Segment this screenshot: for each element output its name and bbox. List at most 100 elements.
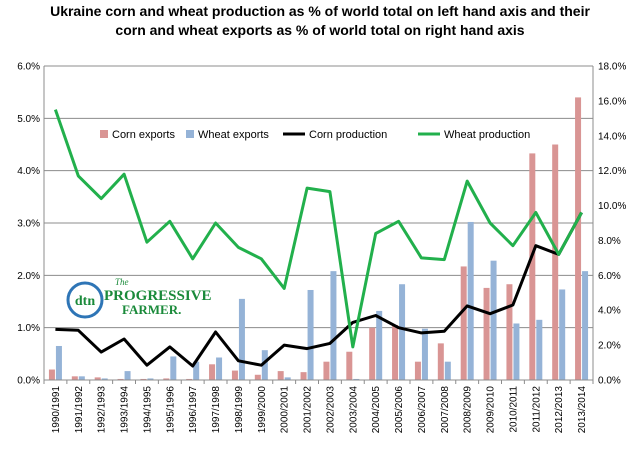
logo-line-3: FARMER. [122, 302, 181, 317]
chart-title-line-2: corn and wheat exports as % of world tot… [115, 22, 525, 38]
corn-exports-bar [437, 343, 444, 380]
y-right-tick-label: 2.0% [598, 341, 621, 352]
x-tick-label: 1998/1999 [234, 386, 245, 434]
y-right-tick-label: 4.0% [598, 306, 621, 317]
wheat-exports-bar [170, 356, 177, 380]
legend: Corn exports Wheat exports Corn production… [100, 129, 530, 141]
x-tick-label: 1995/1996 [165, 386, 176, 434]
corn-exports-bar [369, 327, 376, 380]
wheat-exports-bar [467, 221, 474, 380]
y-left-tick-label: 0.0% [17, 376, 40, 387]
y-left-tick-label: 3.0% [17, 219, 40, 230]
y-right-tick-label: 12.0% [598, 166, 626, 177]
corn-exports-bar [277, 371, 284, 380]
y-left-tick-label: 1.0% [17, 323, 40, 334]
logo-brand-text: dtn [75, 294, 95, 309]
wheat-exports-bar [55, 345, 62, 380]
x-tick-label: 2004/2005 [371, 386, 382, 434]
legend-swatch-wheat-exports [186, 130, 194, 138]
wheat-exports-bar [216, 357, 223, 380]
wheat-exports-bar [353, 378, 360, 380]
x-tick-label: 1996/1997 [188, 386, 199, 434]
y-left-tick-label: 4.0% [17, 166, 40, 177]
wheat-exports-bar [330, 271, 337, 380]
corn-exports-bar [529, 153, 536, 380]
wheat-exports-bar [513, 323, 520, 380]
chart-title-line-1: Ukraine corn and wheat production as % o… [50, 3, 590, 19]
wheat-exports-bar [284, 377, 291, 380]
y-left-tick-label: 6.0% [17, 62, 40, 73]
wheat-exports-bar [376, 310, 383, 380]
legend-swatch-corn-exports [100, 130, 108, 138]
wheat-exports-bar [307, 289, 314, 380]
corn-exports-bar [552, 144, 559, 380]
wheat-exports-bar [124, 371, 131, 380]
x-tick-label: 2013/2014 [577, 386, 588, 434]
y-left-tick-label: 5.0% [17, 114, 40, 125]
x-tick-label: 2010/2011 [508, 386, 519, 433]
x-tick-label: 1993/1994 [120, 386, 131, 434]
logo-line-1: The [115, 277, 129, 287]
wheat-exports-bar [238, 298, 245, 380]
corn-exports-bar [186, 378, 193, 380]
x-tick-label: 2005/2006 [394, 386, 405, 434]
wheat-exports-bar [399, 284, 406, 380]
x-tick-label: 2012/2013 [554, 386, 565, 434]
corn-exports-bar [94, 377, 101, 380]
wheat-exports-bar [582, 271, 589, 380]
corn-exports-bar [392, 325, 399, 380]
corn-exports-bar [483, 287, 490, 380]
y-right-tick-label: 6.0% [598, 271, 621, 282]
wheat-exports-bar [261, 350, 268, 380]
wheat-exports-bar [490, 260, 497, 380]
wheat-exports-bar [536, 319, 543, 380]
logo-circle [66, 281, 104, 319]
corn-exports-bar [506, 284, 513, 380]
x-tick-label: 1994/1995 [142, 386, 153, 434]
corn-exports-bar [117, 378, 124, 380]
x-tick-label: 2002/2003 [325, 386, 336, 434]
x-tick-label: 1990/1991 [51, 386, 62, 434]
corn-exports-bar [346, 351, 353, 380]
x-tick-label: 2006/2007 [417, 386, 428, 434]
y-left-tick-label: 2.0% [17, 271, 40, 282]
x-tick-label: 2009/2010 [486, 386, 497, 434]
wheat-production-line [53, 109, 583, 349]
y-right-tick-label: 16.0% [598, 96, 626, 107]
wheat-exports-bar [147, 378, 154, 380]
y-right-tick-label: 0.0% [598, 376, 621, 387]
x-tick-label: 2000/2001 [280, 386, 291, 434]
wheat-exports-bar [101, 378, 108, 380]
wheat-exports-bar [193, 361, 200, 380]
corn-exports-bar [48, 369, 55, 380]
wheat-exports-bar [421, 328, 428, 380]
x-tick-label: 2007/2008 [440, 386, 451, 434]
wheat-exports-bar [78, 376, 85, 380]
x-tick-label: 2001/2002 [303, 386, 314, 434]
wheat-exports-bar [444, 361, 451, 380]
y-right-tick-label: 8.0% [598, 236, 621, 247]
corn-exports-bar [163, 378, 170, 380]
axes: 0.0% 1.0% 2.0% 3.0% 4.0% 5.0% 6.0% 0.0% 2.0% 4.0%… [17, 62, 626, 434]
x-tick-label: 1997/1998 [211, 386, 222, 434]
corn-exports-bar [460, 266, 467, 380]
bar-series-layer [48, 97, 589, 381]
corn-exports-bar [71, 376, 78, 380]
legend-label-corn-production: Corn production [309, 129, 387, 141]
corn-exports-bar [254, 374, 261, 380]
corn-exports-bar [231, 370, 238, 380]
x-tick-label: 2008/2009 [463, 386, 474, 434]
legend-label-wheat-production: Wheat production [444, 129, 530, 141]
x-tick-label: 1999/2000 [257, 386, 268, 434]
chart-title: Ukraine corn and wheat production as % o… [0, 2, 640, 40]
y-right-tick-label: 18.0% [598, 62, 626, 73]
legend-label-corn-exports: Corn exports [112, 129, 175, 141]
corn-exports-bar [575, 97, 582, 381]
x-tick-label: 2011/2012 [531, 386, 542, 433]
dtn-progressive-farmer-logo: dtn The PROGRESSIVE FARMER. [66, 277, 212, 319]
corn-exports-bar [414, 361, 421, 380]
line-series-layer [53, 109, 583, 368]
x-tick-label: 1992/1993 [97, 386, 108, 434]
corn-exports-bar [300, 372, 307, 380]
